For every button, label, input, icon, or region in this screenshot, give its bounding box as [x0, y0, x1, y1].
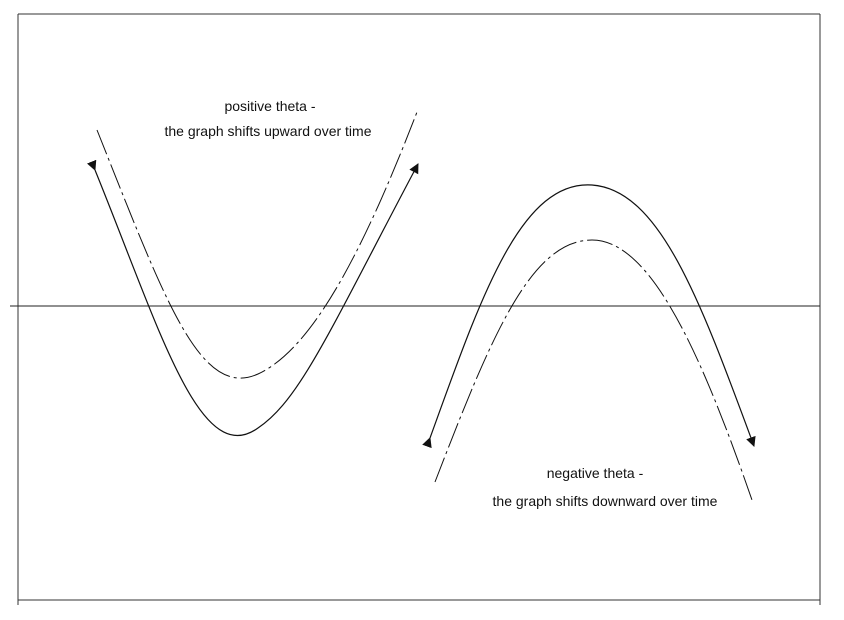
frame: [17, 13, 821, 605]
negative-theta-dashed-curve: [434, 239, 753, 501]
positive-theta-annotation: positive theta - the graph shifts upward…: [165, 98, 372, 139]
positive-theta-label: positive theta -: [224, 98, 315, 114]
positive-theta-description: the graph shifts upward over time: [165, 123, 372, 139]
positive-theta-dashed-curve: [96, 111, 418, 379]
negative-theta-description: the graph shifts downward over time: [493, 493, 718, 509]
negative-theta-annotation: negative theta - the graph shifts downwa…: [493, 465, 718, 509]
negative-theta-solid-curve: [422, 184, 756, 449]
negative-theta-label: negative theta -: [547, 465, 644, 481]
positive-theta-solid-curve: [86, 159, 419, 436]
